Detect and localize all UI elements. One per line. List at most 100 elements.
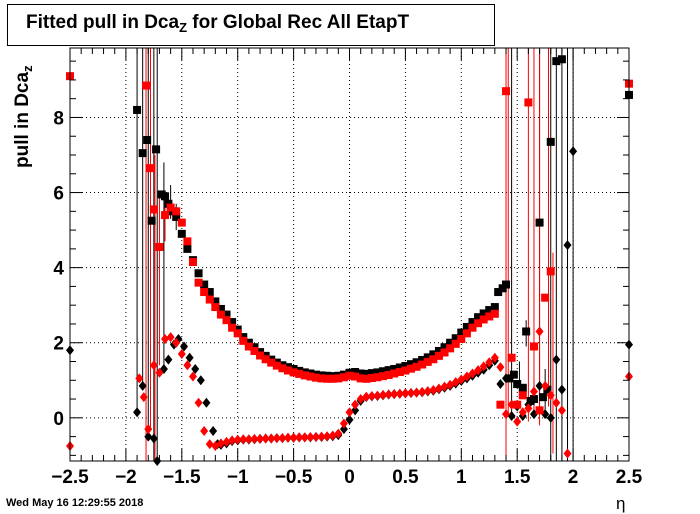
data-point-square [401, 362, 410, 371]
data-point-square [446, 338, 455, 347]
data-point-square [440, 348, 449, 357]
data-point-square [200, 288, 209, 297]
data-point-square [490, 309, 499, 318]
data-point-diamond [395, 388, 404, 399]
data-point-diamond [149, 360, 158, 371]
data-point-square [205, 295, 214, 304]
data-point-square [250, 346, 259, 355]
data-point-square [356, 374, 365, 383]
data-point-square [256, 351, 265, 360]
data-point-square [485, 306, 494, 315]
data-point-square [434, 346, 443, 355]
x-tick-label: −2.5 [51, 467, 89, 488]
data-point-diamond [535, 326, 544, 337]
data-point-square [418, 356, 427, 365]
data-point-square [513, 380, 522, 389]
data-point-diamond [552, 354, 561, 365]
data-point-diamond [216, 438, 225, 449]
data-point-square [468, 323, 477, 332]
data-point-square [367, 374, 376, 383]
data-point-diamond [177, 348, 186, 359]
data-point-diamond [161, 333, 170, 344]
data-point-diamond [524, 403, 533, 414]
data-point-square [479, 309, 488, 318]
data-point-square [543, 385, 552, 394]
data-point-square [390, 369, 399, 378]
data-point-square [395, 368, 404, 377]
data-point-diamond [569, 146, 578, 157]
data-point-square [261, 355, 270, 364]
y-tick-label: 8 [53, 108, 64, 129]
data-point-square [143, 135, 152, 144]
data-point-square [546, 267, 555, 276]
data-point-diamond [563, 448, 572, 459]
data-point-square [379, 372, 388, 381]
data-point-diamond [200, 425, 209, 436]
data-point-square [142, 81, 151, 90]
data-point-diamond [468, 368, 477, 379]
data-point-diamond [490, 352, 499, 363]
data-point-square [541, 293, 550, 302]
data-point-diamond [496, 379, 505, 390]
x-tick-label: −1 [227, 467, 249, 488]
data-point-square [345, 371, 354, 380]
data-point-diamond [323, 431, 332, 442]
data-point-square [267, 358, 276, 367]
y-axis-label: pull in Dcaz [12, 65, 35, 168]
x-tick-label: −0.5 [275, 467, 313, 488]
data-point-diamond [334, 428, 343, 439]
data-point-diamond [541, 380, 550, 391]
data-point-diamond [552, 397, 561, 408]
data-point-diamond [367, 391, 376, 402]
data-point-square [507, 353, 516, 362]
data-point-diamond [233, 434, 242, 445]
data-point-diamond [306, 431, 315, 442]
data-point-diamond [339, 424, 348, 435]
data-point-square [300, 371, 309, 380]
data-point-diamond [267, 433, 276, 444]
data-point-diamond [300, 432, 309, 443]
data-point-square [328, 374, 337, 383]
data-point-diamond [502, 409, 511, 420]
data-point-diamond [133, 407, 142, 418]
data-point-square [351, 372, 360, 381]
data-point-diamond [144, 431, 153, 442]
data-point-diamond [345, 407, 354, 418]
data-point-square [317, 374, 326, 383]
data-point-square [278, 364, 287, 373]
data-point-square [367, 369, 376, 378]
data-point-square [216, 310, 225, 319]
chart-title: Fitted pull in DcaZ for Global Rec All E… [26, 12, 409, 35]
x-tick-label: −2 [115, 467, 137, 488]
x-tick-label: −1.5 [163, 467, 201, 488]
data-point-square [524, 98, 533, 107]
data-point-square [423, 353, 432, 362]
y-axis-label-subscript: z [20, 65, 35, 72]
data-point-square [183, 237, 192, 246]
data-point-square [384, 366, 393, 375]
data-point-diamond [188, 371, 197, 382]
x-tick-label: 0.5 [392, 467, 419, 488]
data-point-diamond [339, 418, 348, 429]
data-point-diamond [401, 388, 410, 399]
data-point-square [373, 368, 382, 377]
data-point-square [228, 318, 237, 327]
data-point-square [451, 334, 460, 343]
data-point-square [211, 303, 220, 312]
data-point-square [529, 342, 538, 351]
x-tick-label: 1 [456, 467, 467, 488]
timestamp: Wed May 16 12:29:55 2018 [6, 497, 144, 509]
data-point-square [289, 368, 298, 377]
data-point-diamond [135, 373, 144, 384]
y-tick-label: 2 [53, 334, 64, 355]
data-point-diamond [535, 380, 544, 391]
data-point-square [462, 329, 471, 338]
data-point-diamond [317, 431, 326, 442]
data-point-diamond [507, 399, 516, 410]
data-point-diamond [507, 410, 516, 421]
data-point-square [177, 229, 186, 238]
data-point-square [440, 343, 449, 352]
data-point-square [457, 328, 466, 337]
data-point-diamond [209, 425, 218, 436]
data-point-diamond [513, 416, 522, 427]
